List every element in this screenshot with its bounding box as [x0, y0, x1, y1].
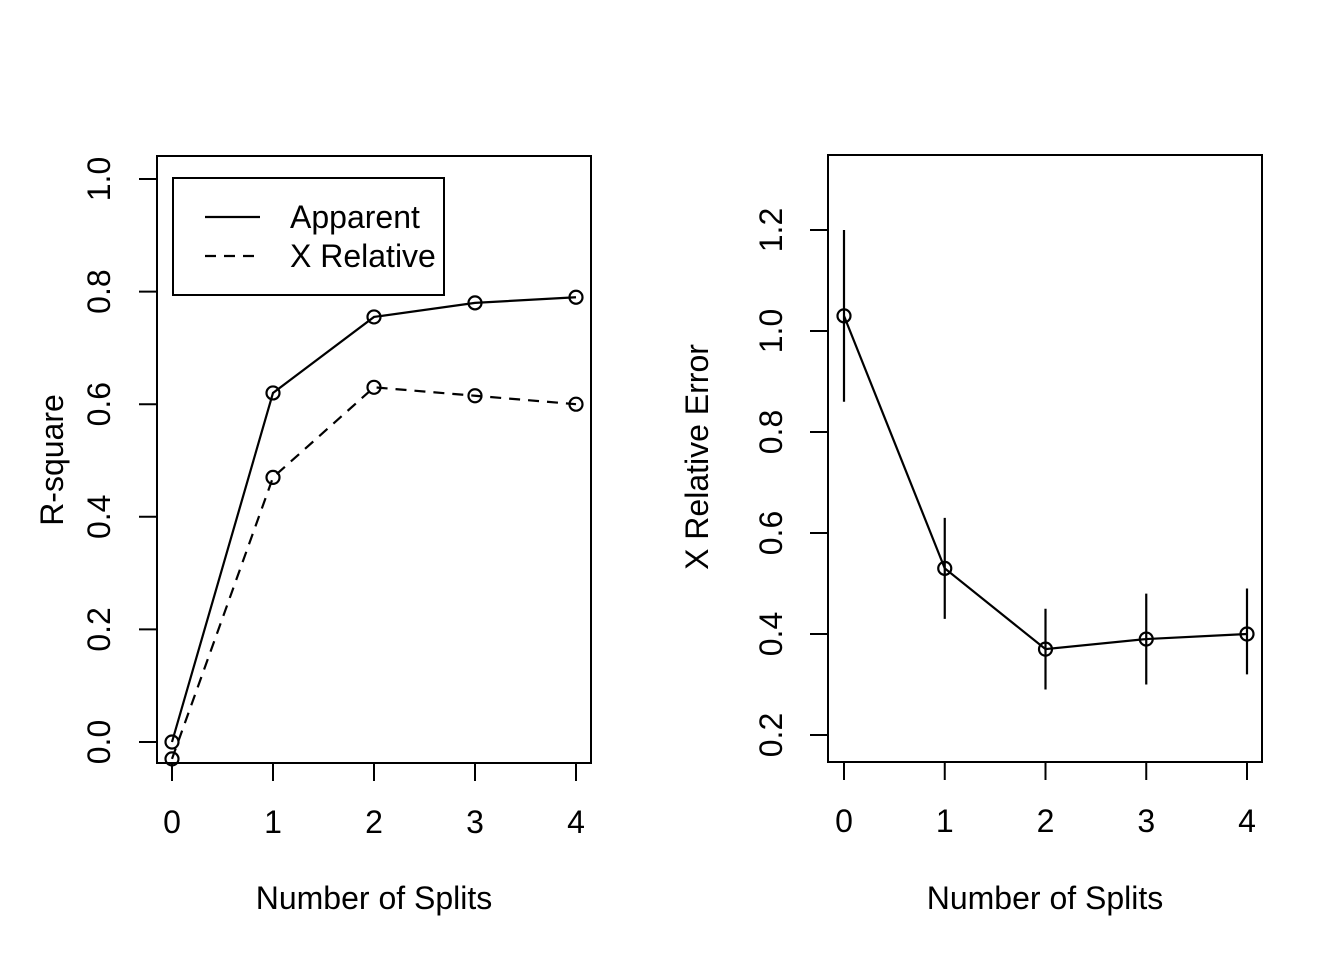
y-tick-label: 0.4: [81, 495, 117, 539]
right-plot-content: 0 1 2 3 4 0.2 0.4 0.6 0.8 1.0 1.2: [753, 154, 1263, 839]
left-plot: 0 1 2 3 4 0.0 0.2 0.4 0.6 0.8 1.0 Number of Splits…: [34, 155, 592, 916]
x-tick-label: 3: [1137, 803, 1155, 839]
x-tick-label: 2: [365, 804, 383, 840]
data-point: [467, 388, 483, 404]
y-tick-label: 0.8: [81, 269, 117, 313]
y-tick-label: 0.4: [753, 612, 789, 656]
right-y-axis-label: X Relative Error: [679, 344, 715, 570]
data-point: [164, 734, 180, 750]
x-tick-label: 0: [163, 804, 181, 840]
y-tick-label: 1.2: [753, 208, 789, 252]
x-tick-label: 2: [1037, 803, 1055, 839]
data-point: [1037, 641, 1054, 657]
x-tick-label: 1: [264, 804, 282, 840]
series-line: [170, 296, 577, 743]
data-point: [265, 385, 281, 401]
data-point: [568, 289, 584, 305]
left-plot-content: 0 1 2 3 4 0.0 0.2 0.4 0.6 0.8 1.0: [81, 155, 592, 840]
data-point: [366, 309, 382, 325]
y-tick-label: 0.2: [753, 713, 789, 757]
y-tick-label: 0.2: [81, 607, 117, 651]
right-plot: 0 1 2 3 4 0.2 0.4 0.6 0.8 1.0 1.2 Number of Splits…: [679, 154, 1263, 916]
data-point: [937, 560, 953, 576]
legend-box: [172, 177, 445, 296]
legend-label-x-relative: X Relative: [290, 238, 436, 274]
data-point: [265, 469, 281, 485]
data-point: [1239, 626, 1255, 642]
x-tick-label: 0: [835, 803, 853, 839]
y-tick-label: 0.8: [753, 410, 789, 454]
data-point: [366, 379, 382, 395]
data-point: [1138, 631, 1154, 647]
y-tick-label: 0.0: [81, 720, 117, 764]
y-tick-label: 0.6: [81, 382, 117, 426]
x-tick-label: 4: [567, 804, 585, 840]
data-point: [836, 308, 852, 324]
y-tick-label: 0.6: [753, 511, 789, 555]
series-line: [842, 315, 1248, 651]
y-tick-label: 1.0: [753, 309, 789, 353]
x-tick-label: 4: [1238, 803, 1256, 839]
data-point: [467, 295, 483, 311]
data-point: [568, 396, 584, 412]
x-tick-label: 3: [466, 804, 484, 840]
series-line: [170, 386, 577, 760]
left-x-axis-label: Number of Splits: [256, 880, 493, 916]
left-y-axis-label: R-square: [34, 394, 70, 526]
legend: Apparent X Relative: [172, 177, 445, 296]
y-tick-label: 1.0: [81, 157, 117, 201]
right-x-axis-label: Number of Splits: [927, 880, 1164, 916]
legend-label-apparent: Apparent: [290, 199, 420, 235]
x-tick-label: 1: [936, 803, 954, 839]
